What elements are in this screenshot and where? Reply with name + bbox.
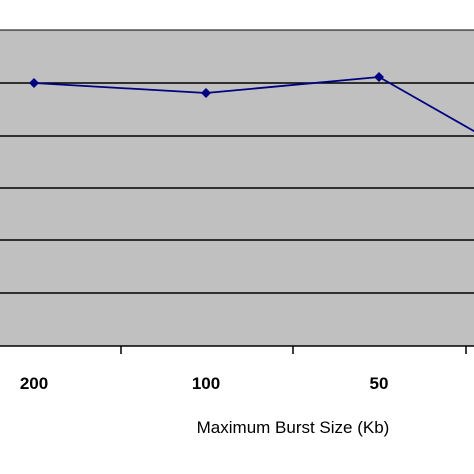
- series-line: [33, 76, 474, 133]
- x-tick-label-200: 200: [20, 374, 48, 393]
- series-group: [29, 72, 474, 133]
- x-axis-ticks: [120, 346, 467, 354]
- data-point-50: [374, 72, 384, 82]
- x-axis-tick-labels: 200 100 50: [20, 374, 389, 393]
- data-point-100: [201, 88, 211, 98]
- x-tick-label-50: 50: [370, 374, 389, 393]
- x-axis-title: Maximum Burst Size (Kb): [197, 418, 390, 437]
- gridlines: [0, 82, 474, 294]
- data-point-200: [29, 78, 39, 88]
- x-tick-label-100: 100: [192, 374, 220, 393]
